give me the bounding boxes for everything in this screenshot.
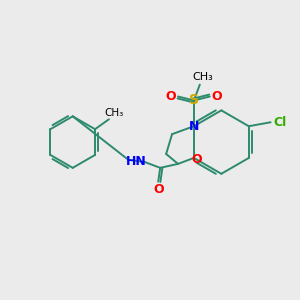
Text: O: O (166, 90, 176, 103)
Text: O: O (191, 153, 202, 167)
Text: O: O (212, 90, 222, 103)
Text: CH₃: CH₃ (104, 108, 124, 118)
Text: HN: HN (126, 155, 147, 168)
Text: S: S (189, 94, 199, 107)
Text: Cl: Cl (274, 116, 287, 129)
Text: N: N (189, 120, 199, 133)
Text: CH₃: CH₃ (192, 72, 213, 82)
Text: O: O (153, 183, 164, 196)
